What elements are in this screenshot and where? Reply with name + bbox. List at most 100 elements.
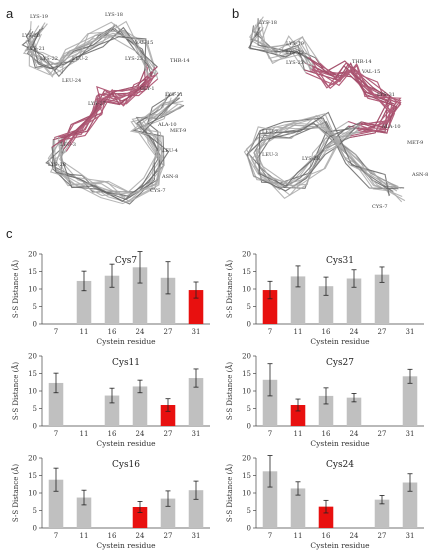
x-tick-label: 7: [54, 430, 58, 438]
residue-label: LYS-23: [286, 60, 304, 66]
backbone-highlight: [311, 65, 391, 132]
chart-title: Cys11: [112, 358, 140, 368]
bar: [346, 397, 362, 426]
x-tick-label: 31: [192, 430, 201, 438]
chart-title: Cys24: [326, 460, 354, 470]
y-axis-label: S-S Distance (Å): [11, 464, 20, 522]
x-axis-label: Cystein residue: [310, 337, 370, 346]
y-tick-label: 5: [33, 405, 37, 413]
chart-title: Cys7: [115, 256, 138, 266]
y-tick-label: 20: [242, 353, 251, 361]
panel-b-label: b: [232, 6, 240, 21]
chart-cys31: 0 5 10 15 20 S-S Distance (Å) 7 11 16 24 27 31 Cys31…: [225, 251, 424, 346]
y-tick-label: 10: [242, 388, 251, 396]
x-tick-label: 31: [406, 430, 415, 438]
backbone-trace: [248, 16, 406, 202]
backbone-trace: [249, 25, 397, 187]
x-tick-label: 27: [378, 430, 387, 438]
bar-highlighted: [160, 405, 176, 426]
residue-label: LYS-22: [40, 56, 58, 62]
backbone-highlight: [65, 75, 149, 152]
residue-label: LYS-20: [22, 33, 40, 39]
y-axis-label: S-S Distance (Å): [225, 362, 234, 420]
bar: [104, 275, 120, 324]
x-tick-label: 31: [406, 328, 415, 336]
chart-title: Cys27: [326, 358, 354, 368]
x-tick-label: 27: [164, 328, 173, 336]
y-tick-label: 5: [33, 507, 37, 515]
backbone-trace: [257, 18, 391, 197]
x-tick-label: 27: [378, 532, 387, 540]
residue-label: VAL-15: [134, 40, 153, 46]
backbone-trace: [247, 27, 393, 192]
x-tick-label: 16: [322, 532, 331, 540]
residue-label: LYS-23: [125, 56, 143, 62]
x-tick-label: 11: [80, 532, 89, 540]
bar: [402, 482, 418, 528]
residue-label: ASN-8: [411, 172, 428, 178]
bar: [374, 499, 390, 528]
y-tick-label: 10: [28, 490, 37, 498]
bar: [160, 498, 176, 528]
bar: [48, 479, 64, 528]
residue-label: LYS-31: [377, 92, 395, 98]
backbone-highlight: [62, 74, 156, 143]
residue-label: ALA-10: [381, 124, 401, 130]
residue-label: MET-9: [170, 128, 186, 134]
x-tick-label: 31: [192, 328, 201, 336]
residue-label: LEU-3: [60, 142, 76, 148]
bar-highlighted: [318, 506, 334, 528]
x-tick-label: 16: [108, 328, 117, 336]
y-axis-label: S-S Distance (Å): [225, 260, 234, 318]
x-axis-label: Cystein residue: [310, 439, 370, 448]
residue-label: THR-14: [170, 58, 190, 64]
x-tick-label: 31: [406, 532, 415, 540]
y-tick-label: 15: [242, 370, 251, 378]
backbone-trace: [246, 20, 403, 198]
y-tick-label: 0: [247, 423, 251, 431]
chart-cys16: 0 5 10 15 20 S-S Distance (Å) 7 11 16 24 27 31 Cys16…: [11, 455, 210, 550]
bar: [104, 395, 120, 426]
y-tick-label: 0: [247, 525, 251, 533]
x-tick-label: 11: [294, 532, 303, 540]
bar: [290, 488, 306, 528]
y-tick-label: 5: [247, 303, 251, 311]
x-tick-label: 24: [350, 328, 359, 336]
bar: [188, 378, 204, 426]
y-tick-label: 5: [247, 507, 251, 515]
bar: [318, 286, 334, 324]
y-tick-label: 20: [28, 251, 37, 259]
residue-label: LEU-2: [262, 129, 278, 135]
residue-label: LYS-18: [259, 20, 277, 26]
y-tick-label: 10: [28, 286, 37, 294]
y-tick-label: 10: [28, 388, 37, 396]
residue-label: GLY-1: [140, 86, 155, 92]
residue-label: LYS-27: [88, 101, 106, 107]
x-tick-label: 7: [268, 430, 272, 438]
residue-label: LYS-19: [286, 41, 304, 47]
x-tick-label: 7: [54, 532, 58, 540]
y-tick-label: 10: [242, 286, 251, 294]
y-tick-label: 15: [242, 472, 251, 480]
x-tick-label: 16: [108, 532, 117, 540]
y-tick-label: 20: [242, 455, 251, 463]
x-tick-label: 16: [108, 430, 117, 438]
y-tick-label: 15: [28, 268, 37, 276]
y-tick-label: 5: [33, 303, 37, 311]
x-tick-label: 11: [80, 328, 89, 336]
y-axis-label: S-S Distance (Å): [11, 260, 20, 318]
chart-cys24: 0 5 10 15 20 S-S Distance (Å) 7 11 16 24 27 31 Cys24…: [225, 455, 424, 550]
y-tick-label: 15: [28, 370, 37, 378]
residue-label: LEU-4: [162, 148, 178, 154]
chart-title: Cys16: [112, 460, 140, 470]
bar-highlighted: [290, 405, 306, 426]
x-tick-label: 7: [268, 532, 272, 540]
bar: [48, 382, 64, 426]
residue-label: LYS-22: [286, 50, 304, 56]
y-tick-label: 0: [33, 423, 37, 431]
x-tick-label: 16: [322, 430, 331, 438]
bar: [76, 280, 92, 324]
residue-label: LYS-28: [48, 162, 66, 168]
residue-label: LYS-31: [165, 92, 183, 98]
